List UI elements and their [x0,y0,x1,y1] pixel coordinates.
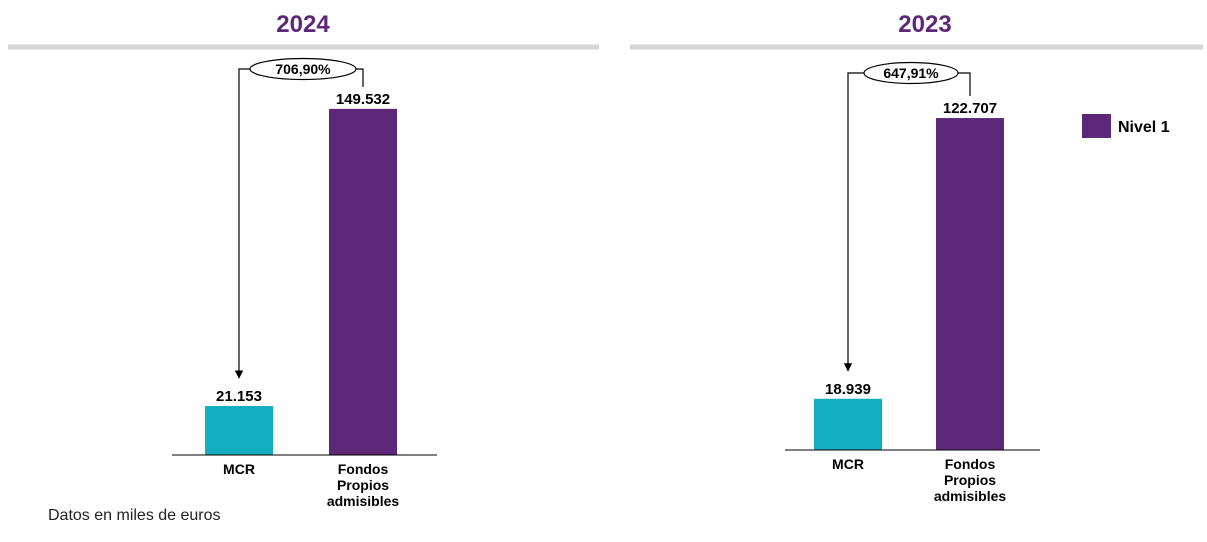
chart-2023-category-label-1-1: Propios [944,472,996,488]
chart-2023-category-label-1-0: Fondos [945,456,996,472]
chart-2024-ratio-oval [249,57,357,81]
chart-2024-category-label-1-0: Fondos [338,461,389,477]
chart-2024-value-label-0: 21.153 [216,388,262,405]
chart-2024-category-label-1-1: Propios [337,477,389,493]
chart-2023-category-label-0-0: MCR [832,456,864,472]
chart-2023-ratio-label: 647,91% [883,65,939,81]
chart-2023-bar-fondos-propios [936,118,1004,450]
chart-2023-category-label-1-2: admisibles [934,488,1007,504]
chart-2023-title: 2023 [898,11,951,38]
footnote: Datos en miles de euros [48,507,221,524]
chart-2024-value-label-1: 149.532 [336,91,390,108]
chart-2024-ratio-label: 706,90% [275,61,331,77]
chart-2024-category-label-0-0: MCR [223,461,255,477]
chart-2024-bar-fondos-propios [329,108,397,455]
chart-2024-bar-mcr [205,406,273,455]
chart-2023-value-label-1: 122.707 [943,100,997,117]
legend-swatch-nivel-1 [1082,114,1111,138]
chart-2023-ratio-oval [863,61,959,85]
chart-2024-title: 2024 [276,11,330,38]
legend-label-nivel-1: Nivel 1 [1118,119,1170,136]
chart-2023-value-label-0: 18.939 [825,381,871,398]
chart-2024-category-label-1-2: admisibles [327,493,400,509]
chart-2023-bar-mcr [814,398,882,450]
